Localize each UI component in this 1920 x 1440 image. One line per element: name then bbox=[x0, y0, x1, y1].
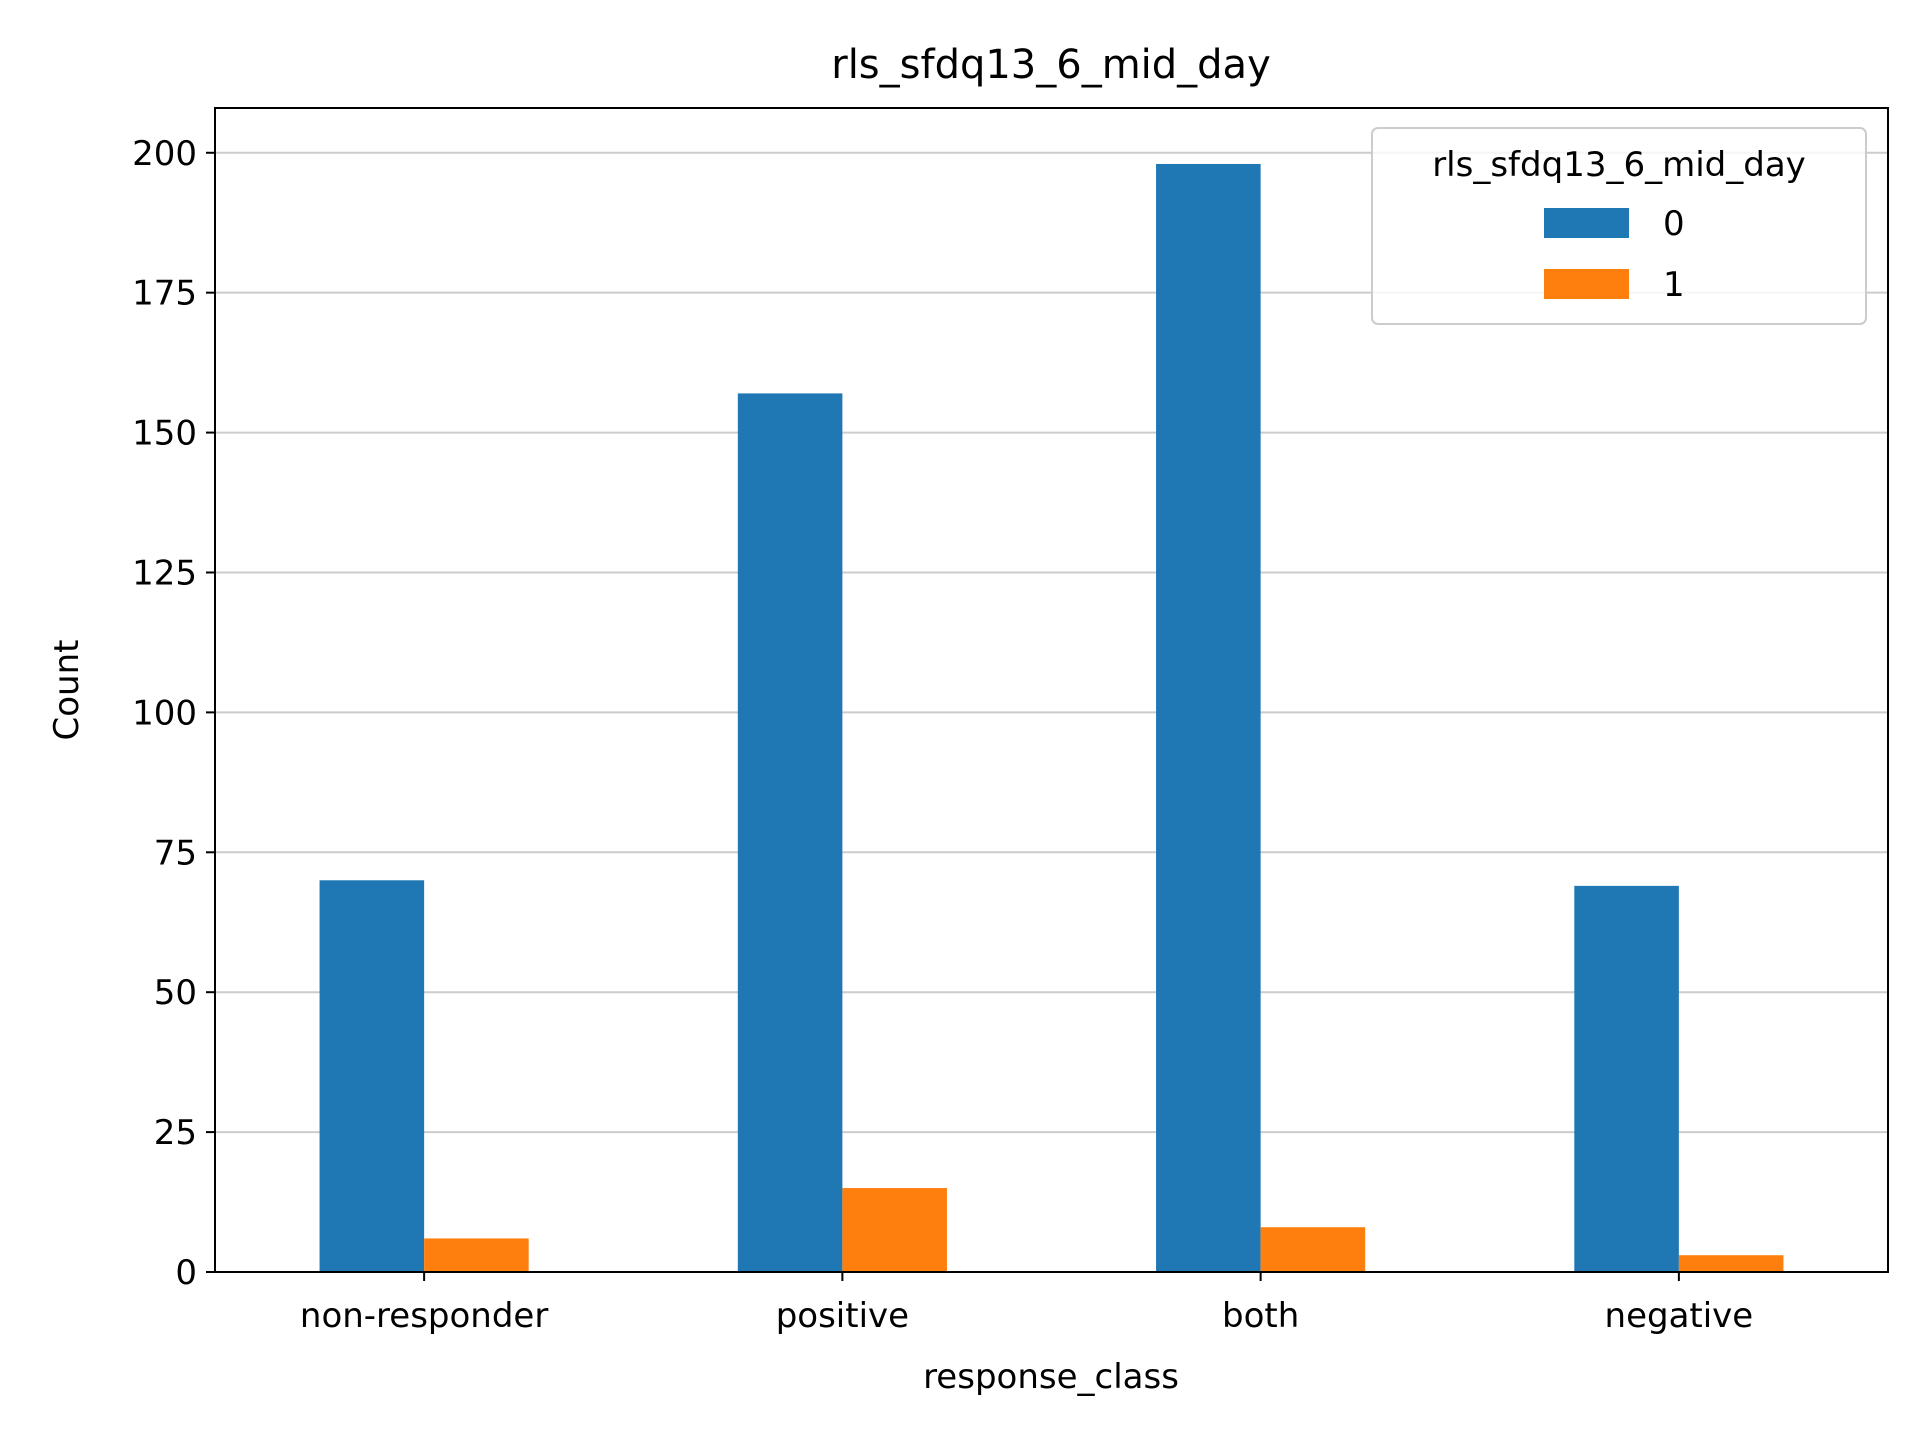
legend-label: 1 bbox=[1663, 265, 1685, 305]
y-tick-label: 175 bbox=[132, 274, 197, 314]
x-tick-label: negative bbox=[1605, 1296, 1754, 1336]
bar-both-series-1 bbox=[1260, 1227, 1366, 1272]
x-axis-label: response_class bbox=[923, 1357, 1179, 1397]
legend-items: 01 bbox=[1544, 204, 1685, 305]
bar-positive-series-1 bbox=[842, 1188, 947, 1272]
plot-frame bbox=[214, 107, 1889, 1273]
y-tick-label: 75 bbox=[154, 833, 197, 873]
legend-title: rls_sfdq13_6_mid_day bbox=[1432, 145, 1806, 185]
bar-non-responder-series-0 bbox=[319, 880, 425, 1272]
x-tick-label: positive bbox=[776, 1296, 909, 1336]
bar-negative-series-1 bbox=[1678, 1255, 1784, 1272]
y-tick-label: 150 bbox=[132, 414, 197, 454]
x-tick-label: both bbox=[1222, 1296, 1299, 1336]
x-tick-label: non-responder bbox=[300, 1296, 548, 1336]
y-tick-label: 200 bbox=[132, 134, 197, 174]
y-tick-label: 50 bbox=[154, 973, 197, 1013]
bar-negative-series-0 bbox=[1574, 885, 1679, 1272]
y-tick-label: 100 bbox=[132, 693, 197, 733]
bar-positive-series-0 bbox=[737, 393, 843, 1273]
bar-both-series-0 bbox=[1156, 163, 1261, 1272]
legend-label: 0 bbox=[1663, 204, 1685, 244]
legend: rls_sfdq13_6_mid_day 01 bbox=[1371, 127, 1867, 325]
chart-title: rls_sfdq13_6_mid_day bbox=[831, 42, 1271, 88]
y-tick-label: 125 bbox=[132, 553, 197, 593]
x-axis-ticks: non-responder positive both negative bbox=[300, 1272, 1753, 1336]
y-tick-label: 25 bbox=[154, 1113, 197, 1153]
legend-swatch bbox=[1544, 269, 1629, 299]
y-axis-ticks: 0 25 50 75 100 125 150 175 200 bbox=[132, 134, 215, 1293]
bars bbox=[319, 163, 1784, 1273]
y-axis-label: Count bbox=[47, 640, 87, 741]
legend-swatch bbox=[1544, 208, 1629, 238]
y-tick-label: 0 bbox=[175, 1253, 197, 1293]
bar-non-responder-series-1 bbox=[424, 1238, 529, 1272]
